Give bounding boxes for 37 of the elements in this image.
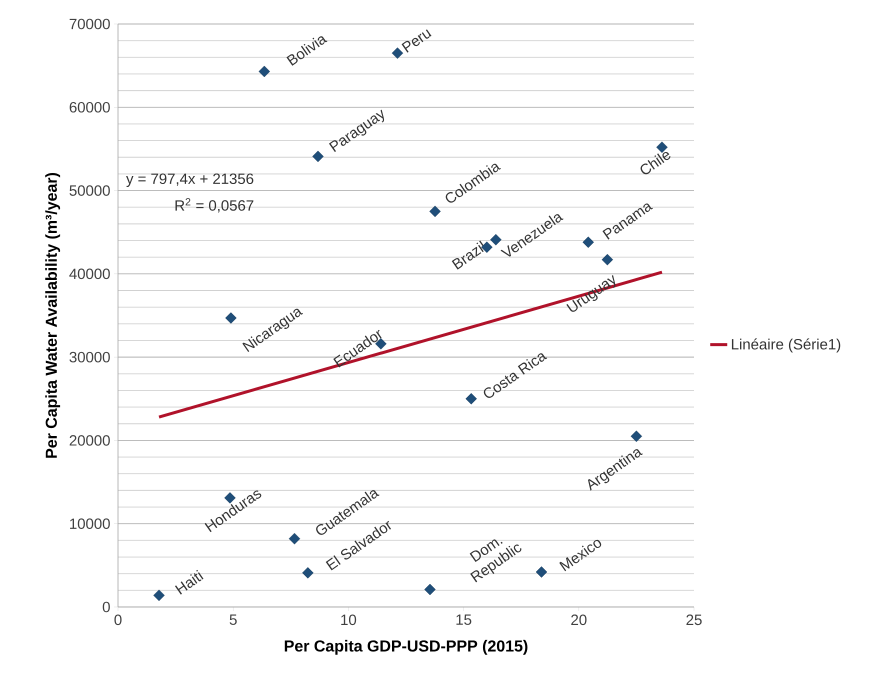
legend-label: Linéaire (Série1) bbox=[732, 338, 840, 352]
y-tick-label: 70000 bbox=[70, 18, 110, 30]
y-tick-label: 50000 bbox=[70, 185, 110, 196]
x-tick-label: 5 bbox=[230, 614, 237, 625]
x-tick-label: 25 bbox=[686, 614, 702, 626]
x-axis-title: Per Capita GDP-USD-PPP (2015) bbox=[284, 640, 528, 655]
x-tick-label: 0 bbox=[114, 614, 122, 626]
x-tick-label: 20 bbox=[571, 614, 587, 626]
y-tick-label: 20000 bbox=[70, 435, 110, 446]
annotation: y = 797,4x + 21356 bbox=[126, 173, 254, 187]
y-tick-label: 30000 bbox=[69, 352, 110, 362]
annotation: Peru bbox=[402, 29, 432, 53]
point bbox=[602, 254, 614, 266]
annotation: Chile bbox=[640, 152, 670, 174]
point bbox=[656, 142, 668, 153]
y-axis-title: Per Capita Water Availability (m³/year) bbox=[45, 172, 60, 458]
point bbox=[312, 150, 324, 162]
point bbox=[288, 532, 300, 544]
point bbox=[302, 567, 314, 579]
x-tick-label: 15 bbox=[456, 614, 472, 625]
point bbox=[429, 206, 441, 218]
point bbox=[536, 566, 548, 578]
point bbox=[630, 430, 642, 442]
y-tick-label: 40000 bbox=[69, 268, 110, 280]
point bbox=[258, 66, 270, 78]
point bbox=[424, 584, 436, 596]
point bbox=[153, 590, 165, 602]
y-tick-label: 0 bbox=[102, 602, 110, 612]
annotation: R$^{2}$ = 0,0567 bbox=[176, 198, 254, 213]
annotation: Haiti bbox=[174, 570, 204, 595]
point bbox=[225, 312, 237, 324]
point bbox=[466, 393, 477, 404]
y-tick-label: 10000 bbox=[70, 518, 110, 529]
point bbox=[582, 236, 594, 248]
point bbox=[392, 47, 404, 59]
x-tick-label: 10 bbox=[341, 614, 356, 626]
y-tick-label: 60000 bbox=[70, 102, 110, 113]
